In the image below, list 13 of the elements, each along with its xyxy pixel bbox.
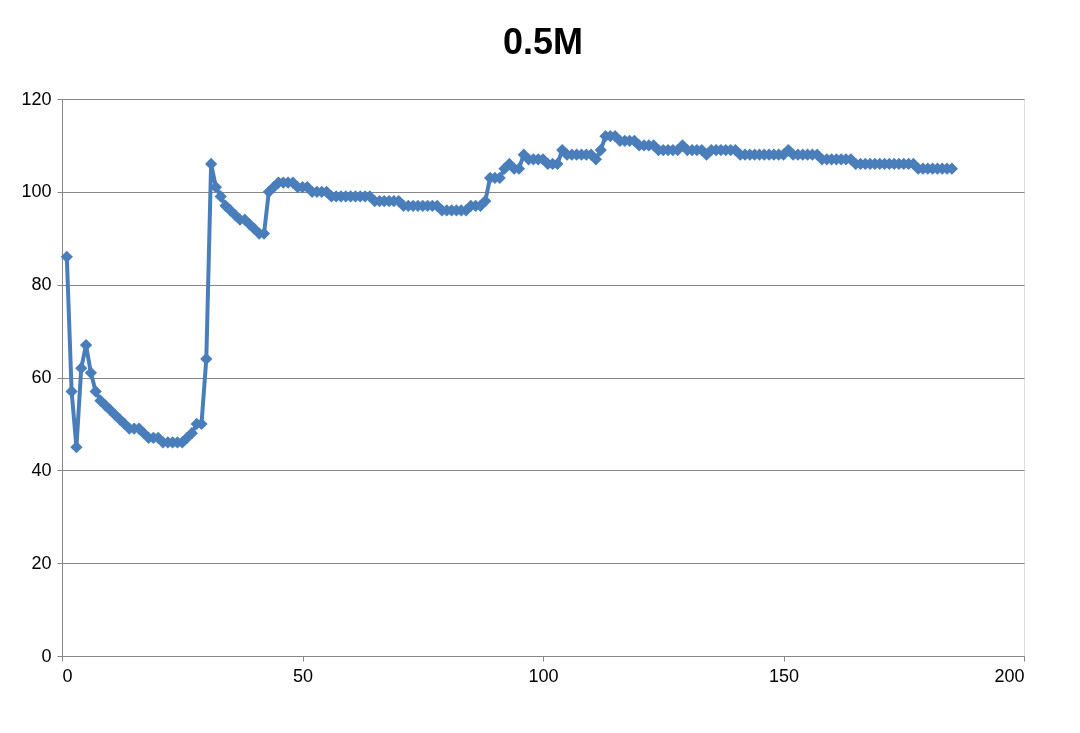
y-tick-label: 0 [41,645,52,666]
x-tick-label: 100 [528,665,559,686]
y-tick-label: 60 [31,367,52,387]
x-tick-label: 0 [62,665,73,686]
chart-title: 0.5M [502,21,584,62]
y-tick-label: 80 [31,274,52,295]
y-tick-label: 120 [21,88,52,109]
x-tick-label: 150 [768,665,800,686]
y-tick-label: 40 [31,459,52,480]
y-tick-label: 100 [21,181,52,202]
x-tick-label: 50 [292,665,314,686]
y-tick-label: 20 [31,552,52,573]
x-tick-label: 200 [994,665,1025,686]
